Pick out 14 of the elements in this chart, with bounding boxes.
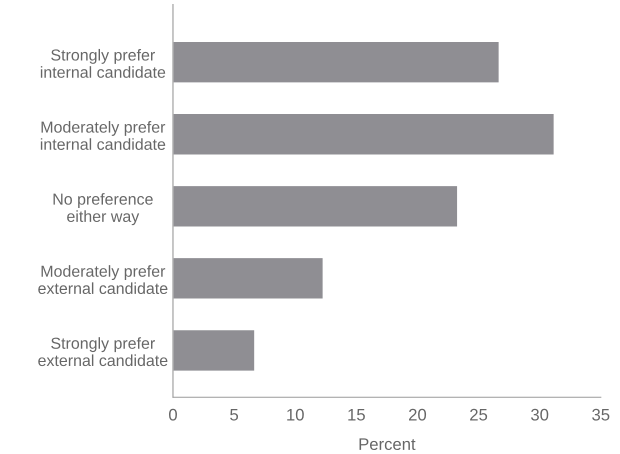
x-tick-label: 10 [287,408,304,421]
x-tick-label: 0 [168,408,177,421]
x-tick-label: 20 [409,408,426,421]
x-tick-label: 35 [592,408,610,421]
y-tick-label: Moderately prefer external candidate [38,265,168,294]
y-tick-label: Moderately prefer internal candidate [40,121,166,150]
x-axis-title: Percent [360,438,416,450]
x-tick-label: 25 [470,408,488,421]
y-tick-label: Strongly prefer external candidate [38,337,168,366]
x-tick-label: 15 [348,408,365,421]
x-tick-label: 30 [531,408,548,421]
y-tick-label: Strongly prefer internal candidate [40,48,166,78]
y-tick-label: No preference either way [54,193,153,226]
x-tick-label: 5 [230,408,238,421]
